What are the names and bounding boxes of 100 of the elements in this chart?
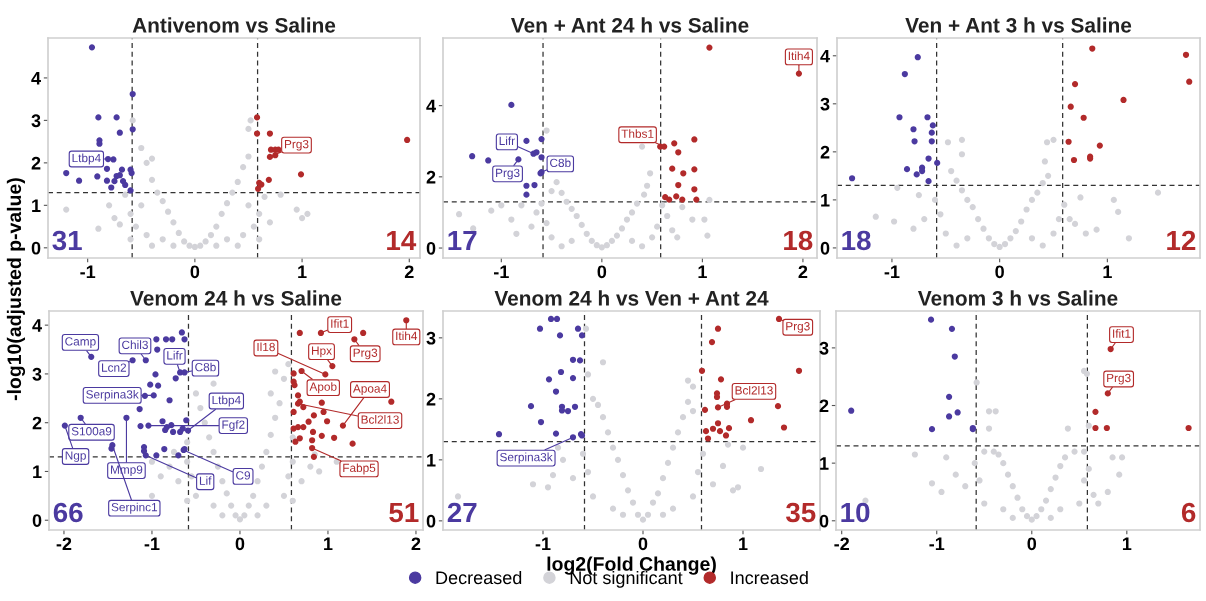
x-tick-label: 1: [698, 265, 707, 279]
y-tick-label: 3: [32, 367, 42, 381]
x-tick-label: 1: [739, 537, 748, 551]
x-tick-label: 1: [1103, 265, 1112, 279]
annotation: Ifit1: [331, 319, 349, 328]
y-tick-label: 2: [820, 145, 830, 159]
annotation: Prg3: [1107, 373, 1131, 385]
annotation: Serpina3k: [500, 452, 553, 464]
y-tick-label: 0: [32, 514, 42, 527]
x-tick-label: -1: [144, 537, 160, 551]
annotation: 18: [784, 230, 813, 251]
annotation: C8b: [550, 158, 571, 168]
annotation: Ifit1: [1113, 329, 1131, 338]
x-tick-label: 1: [1122, 537, 1132, 551]
y-tick-label: 2: [426, 170, 436, 184]
annotation: 31: [52, 230, 82, 251]
chart-title: Antivenom vs Saline: [132, 17, 336, 33]
annotation: 17: [448, 230, 477, 251]
y-tick-label: 2: [426, 392, 436, 406]
annotation: Hpx: [312, 346, 332, 358]
annotation: 12: [1167, 230, 1196, 251]
annotation: Fabp5: [343, 463, 376, 475]
annotation: 66: [53, 502, 83, 523]
x-tick-label: -1: [493, 265, 509, 279]
x-tick-label: 0: [995, 265, 1004, 279]
y-tick-label: 0: [426, 514, 436, 528]
y-tick-label: 4: [820, 49, 830, 63]
annotation: Thbs1: [621, 129, 654, 138]
annotation: Prg3: [353, 348, 378, 360]
annotation: Serpina3k: [86, 389, 139, 401]
x-tick-label: -1: [80, 265, 96, 279]
x-tick-label: -1: [535, 537, 551, 551]
y-tick-label: 4: [32, 319, 42, 332]
y-tick-label: 4: [31, 72, 41, 85]
annotation: Ngp: [65, 451, 86, 462]
annotation: 35: [785, 502, 816, 523]
x-tick-label: 0: [235, 537, 245, 551]
annotation: Il18: [257, 342, 275, 352]
annotation: Ltbp4: [212, 395, 241, 407]
annotation: S100a9: [71, 427, 112, 436]
annotation: C9: [236, 471, 251, 480]
x-tick-label: -2: [834, 537, 850, 551]
annotation: 14: [387, 230, 417, 251]
annotation: 51: [389, 502, 419, 523]
annotation: C8b: [195, 362, 216, 372]
x-tick-label: 0: [1027, 537, 1037, 551]
annotation: Chil3: [122, 340, 148, 349]
y-tick-label: 0: [819, 514, 829, 528]
x-tick-label: 1: [324, 537, 333, 551]
y-tick-label: 3: [426, 331, 436, 345]
y-tick-label: 2: [819, 399, 829, 413]
annotation: 27: [447, 502, 477, 523]
chart-title: Ven + Ant 3 h vs Saline: [905, 17, 1132, 33]
x-tick-label: -2: [56, 537, 72, 551]
annotation: 10: [841, 502, 870, 523]
y-tick-label: 4: [426, 99, 436, 113]
y-tick-label: 1: [821, 194, 830, 207]
y-tick-label: 0: [31, 241, 41, 255]
annotation: Prg3: [285, 139, 309, 151]
x-tick-label: 2: [411, 537, 421, 551]
y-tick-label: 3: [819, 341, 829, 355]
legend-label: Increased: [731, 570, 808, 585]
y-tick-label: 2: [32, 416, 42, 430]
y-tick-label: 1: [427, 453, 436, 467]
x-tick-label: 1: [298, 265, 307, 279]
legend-label: Decreased: [436, 570, 522, 585]
chart-title: Venom 24 h vs Ven + Ant 24: [494, 290, 769, 306]
y-tick-label: 2: [31, 156, 41, 170]
annotation: Fgf2: [222, 420, 245, 432]
chart-title: Venom 24 h vs Saline: [130, 290, 342, 306]
x-tick-label: 0: [190, 265, 200, 279]
y-tick-label: 0: [426, 241, 436, 255]
chart-title: Venom 3 h vs Saline: [917, 290, 1118, 306]
annotation: Ltbp4: [72, 153, 101, 165]
annotation: Lifr: [167, 350, 183, 360]
annotation: Prg3: [786, 322, 810, 333]
annotation: Apoa4: [352, 384, 387, 396]
x-tick-label: -1: [929, 537, 945, 551]
annotation: Camp: [65, 337, 96, 348]
x-tick-label: 0: [638, 537, 648, 551]
chart-title: Ven + Ant 24 h vs Saline: [510, 17, 749, 33]
annotation: Lif: [199, 476, 212, 485]
annotation: Bcl2l13: [735, 385, 773, 395]
y-tick-label: 1: [32, 199, 41, 212]
y-axis-title: -log10(adjusted p-value): [6, 178, 26, 401]
y-tick-label: 1: [820, 457, 829, 470]
y-tick-label: 0: [820, 241, 830, 255]
x-tick-label: 2: [404, 265, 414, 279]
annotation: Apob: [309, 382, 337, 394]
annotation: 18: [842, 230, 871, 251]
x-tick-label: -1: [884, 265, 900, 279]
y-tick-label: 3: [820, 97, 830, 111]
annotation: Itih4: [396, 331, 418, 341]
annotation: Itih4: [788, 51, 810, 61]
x-tick-label: 2: [798, 265, 808, 279]
annotation: Lcn2: [102, 363, 127, 372]
annotation: Lifr: [499, 136, 515, 145]
y-tick-label: 1: [33, 465, 42, 479]
y-tick-label: 3: [31, 114, 41, 128]
annotation: Bcl2l13: [361, 415, 399, 424]
